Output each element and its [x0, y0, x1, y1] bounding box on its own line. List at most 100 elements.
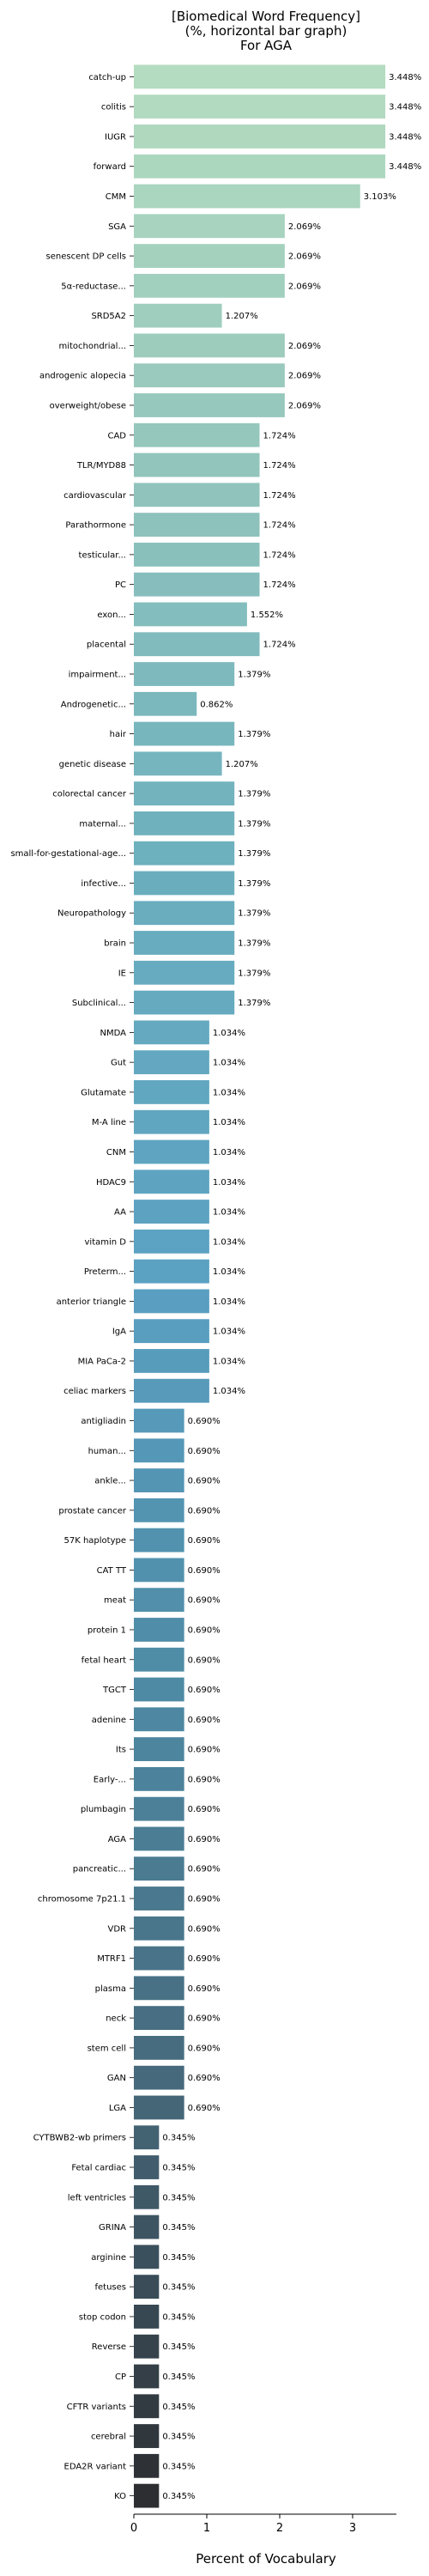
category-label: CAT TT: [97, 1566, 127, 1576]
chart-title-line-3: For AGA: [240, 38, 293, 53]
category-label: stop codon: [79, 2312, 126, 2322]
category-label: CMM: [106, 192, 126, 202]
category-label: fetuses: [94, 2283, 126, 2293]
value-label: 2.069%: [288, 372, 321, 381]
bar: [134, 422, 260, 447]
value-label: 1.034%: [213, 1357, 245, 1366]
value-label: 0.345%: [162, 2283, 195, 2293]
value-label: 0.345%: [162, 2372, 195, 2382]
category-label: human...: [88, 1447, 126, 1456]
category-label: pancreatic...: [73, 1865, 126, 1874]
category-label: EDA2R variant: [64, 2462, 127, 2471]
value-label: 1.034%: [213, 1297, 245, 1307]
bar: [134, 871, 235, 896]
bar: [134, 811, 235, 835]
value-label: 0.690%: [188, 1775, 221, 1784]
bars-group: catch-up 3.448% colitis 3.448% IUGR 3.448% for…: [10, 64, 421, 2508]
value-label: 1.034%: [213, 1387, 245, 1396]
bar: [134, 1109, 209, 1134]
bar: [134, 2155, 160, 2179]
bar: [134, 1378, 209, 1403]
bar: [134, 2483, 160, 2508]
bar: [134, 1707, 184, 1732]
x-axis-label: Percent of Vocabulary: [196, 2551, 336, 2567]
category-label: antigliadin: [81, 1417, 126, 1426]
bar: [134, 1558, 184, 1583]
bar: [134, 931, 235, 955]
category-label: small-for-gestational-age...: [10, 849, 126, 859]
value-label: 0.862%: [200, 700, 233, 709]
category-label: Reverse: [92, 2342, 126, 2352]
bar: [134, 1886, 184, 1911]
value-label: 1.379%: [238, 939, 270, 949]
bar: [134, 2424, 160, 2448]
value-label: 2.069%: [288, 282, 321, 291]
bar: [134, 1408, 184, 1433]
category-label: colitis: [101, 103, 126, 112]
category-label: cardiovascular: [63, 491, 127, 501]
value-label: 1.724%: [263, 491, 296, 501]
value-label: 1.034%: [213, 1208, 245, 1218]
bar: [134, 513, 260, 538]
bar: [134, 2184, 160, 2209]
bar: [134, 125, 386, 149]
value-label: 0.690%: [188, 1417, 221, 1426]
category-label: PC: [115, 580, 126, 590]
category-label: plasma: [95, 1984, 126, 1994]
category-label: ankle...: [94, 1477, 126, 1486]
bar: [134, 2275, 160, 2300]
value-label: 3.448%: [389, 103, 421, 112]
bar: [134, 483, 260, 507]
category-label: catch-up: [88, 73, 126, 82]
bar: [134, 184, 360, 209]
value-label: 0.690%: [188, 1805, 221, 1814]
chart-title-line-1: [Biomedical Word Frequency]: [172, 9, 360, 24]
value-label: 3.103%: [364, 192, 396, 202]
bar: [134, 781, 235, 806]
value-label: 0.690%: [188, 1447, 221, 1456]
value-label: 1.207%: [226, 312, 258, 321]
value-label: 0.690%: [188, 1865, 221, 1874]
value-label: 2.069%: [288, 252, 321, 262]
value-label: 1.379%: [238, 999, 270, 1008]
value-label: 1.034%: [213, 1178, 245, 1188]
value-label: 1.379%: [238, 790, 270, 799]
category-label: AGA: [108, 1835, 126, 1844]
bar: [134, 2364, 160, 2389]
bar: [134, 1946, 184, 1971]
value-label: 0.345%: [162, 2433, 195, 2442]
category-label: TGCT: [102, 1686, 127, 1695]
value-label: 1.379%: [238, 909, 270, 919]
value-label: 1.379%: [238, 969, 270, 978]
value-label: 0.690%: [188, 1477, 221, 1486]
value-label: 0.345%: [162, 2253, 195, 2263]
category-label: Gut: [111, 1059, 126, 1068]
value-label: 0.690%: [188, 1954, 221, 1964]
bar: [134, 1289, 209, 1314]
category-label: CAD: [107, 431, 126, 440]
bar: [134, 721, 235, 746]
category-label: chromosome 7p21.1: [38, 1895, 126, 1905]
value-label: 1.379%: [238, 730, 270, 739]
category-label: plumbagin: [81, 1805, 126, 1814]
bar: [134, 1647, 184, 1672]
bar: [134, 64, 386, 89]
value-label: 0.690%: [188, 1984, 221, 1994]
value-label: 1.379%: [238, 879, 270, 889]
value-label: 1.034%: [213, 1029, 245, 1038]
value-label: 0.690%: [188, 1566, 221, 1576]
bar: [134, 2095, 184, 2120]
category-label: CFTR variants: [67, 2403, 126, 2412]
bar: [134, 393, 285, 417]
value-label: 2.069%: [288, 342, 321, 351]
value-label: 2.069%: [288, 401, 321, 410]
bar: [134, 1438, 184, 1463]
value-label: 1.034%: [213, 1059, 245, 1068]
x-tick-label: 0: [130, 2522, 137, 2535]
bar: [134, 1796, 184, 1821]
bar: [134, 1170, 209, 1194]
category-label: prostate cancer: [58, 1506, 126, 1516]
value-label: 1.034%: [213, 1088, 245, 1097]
